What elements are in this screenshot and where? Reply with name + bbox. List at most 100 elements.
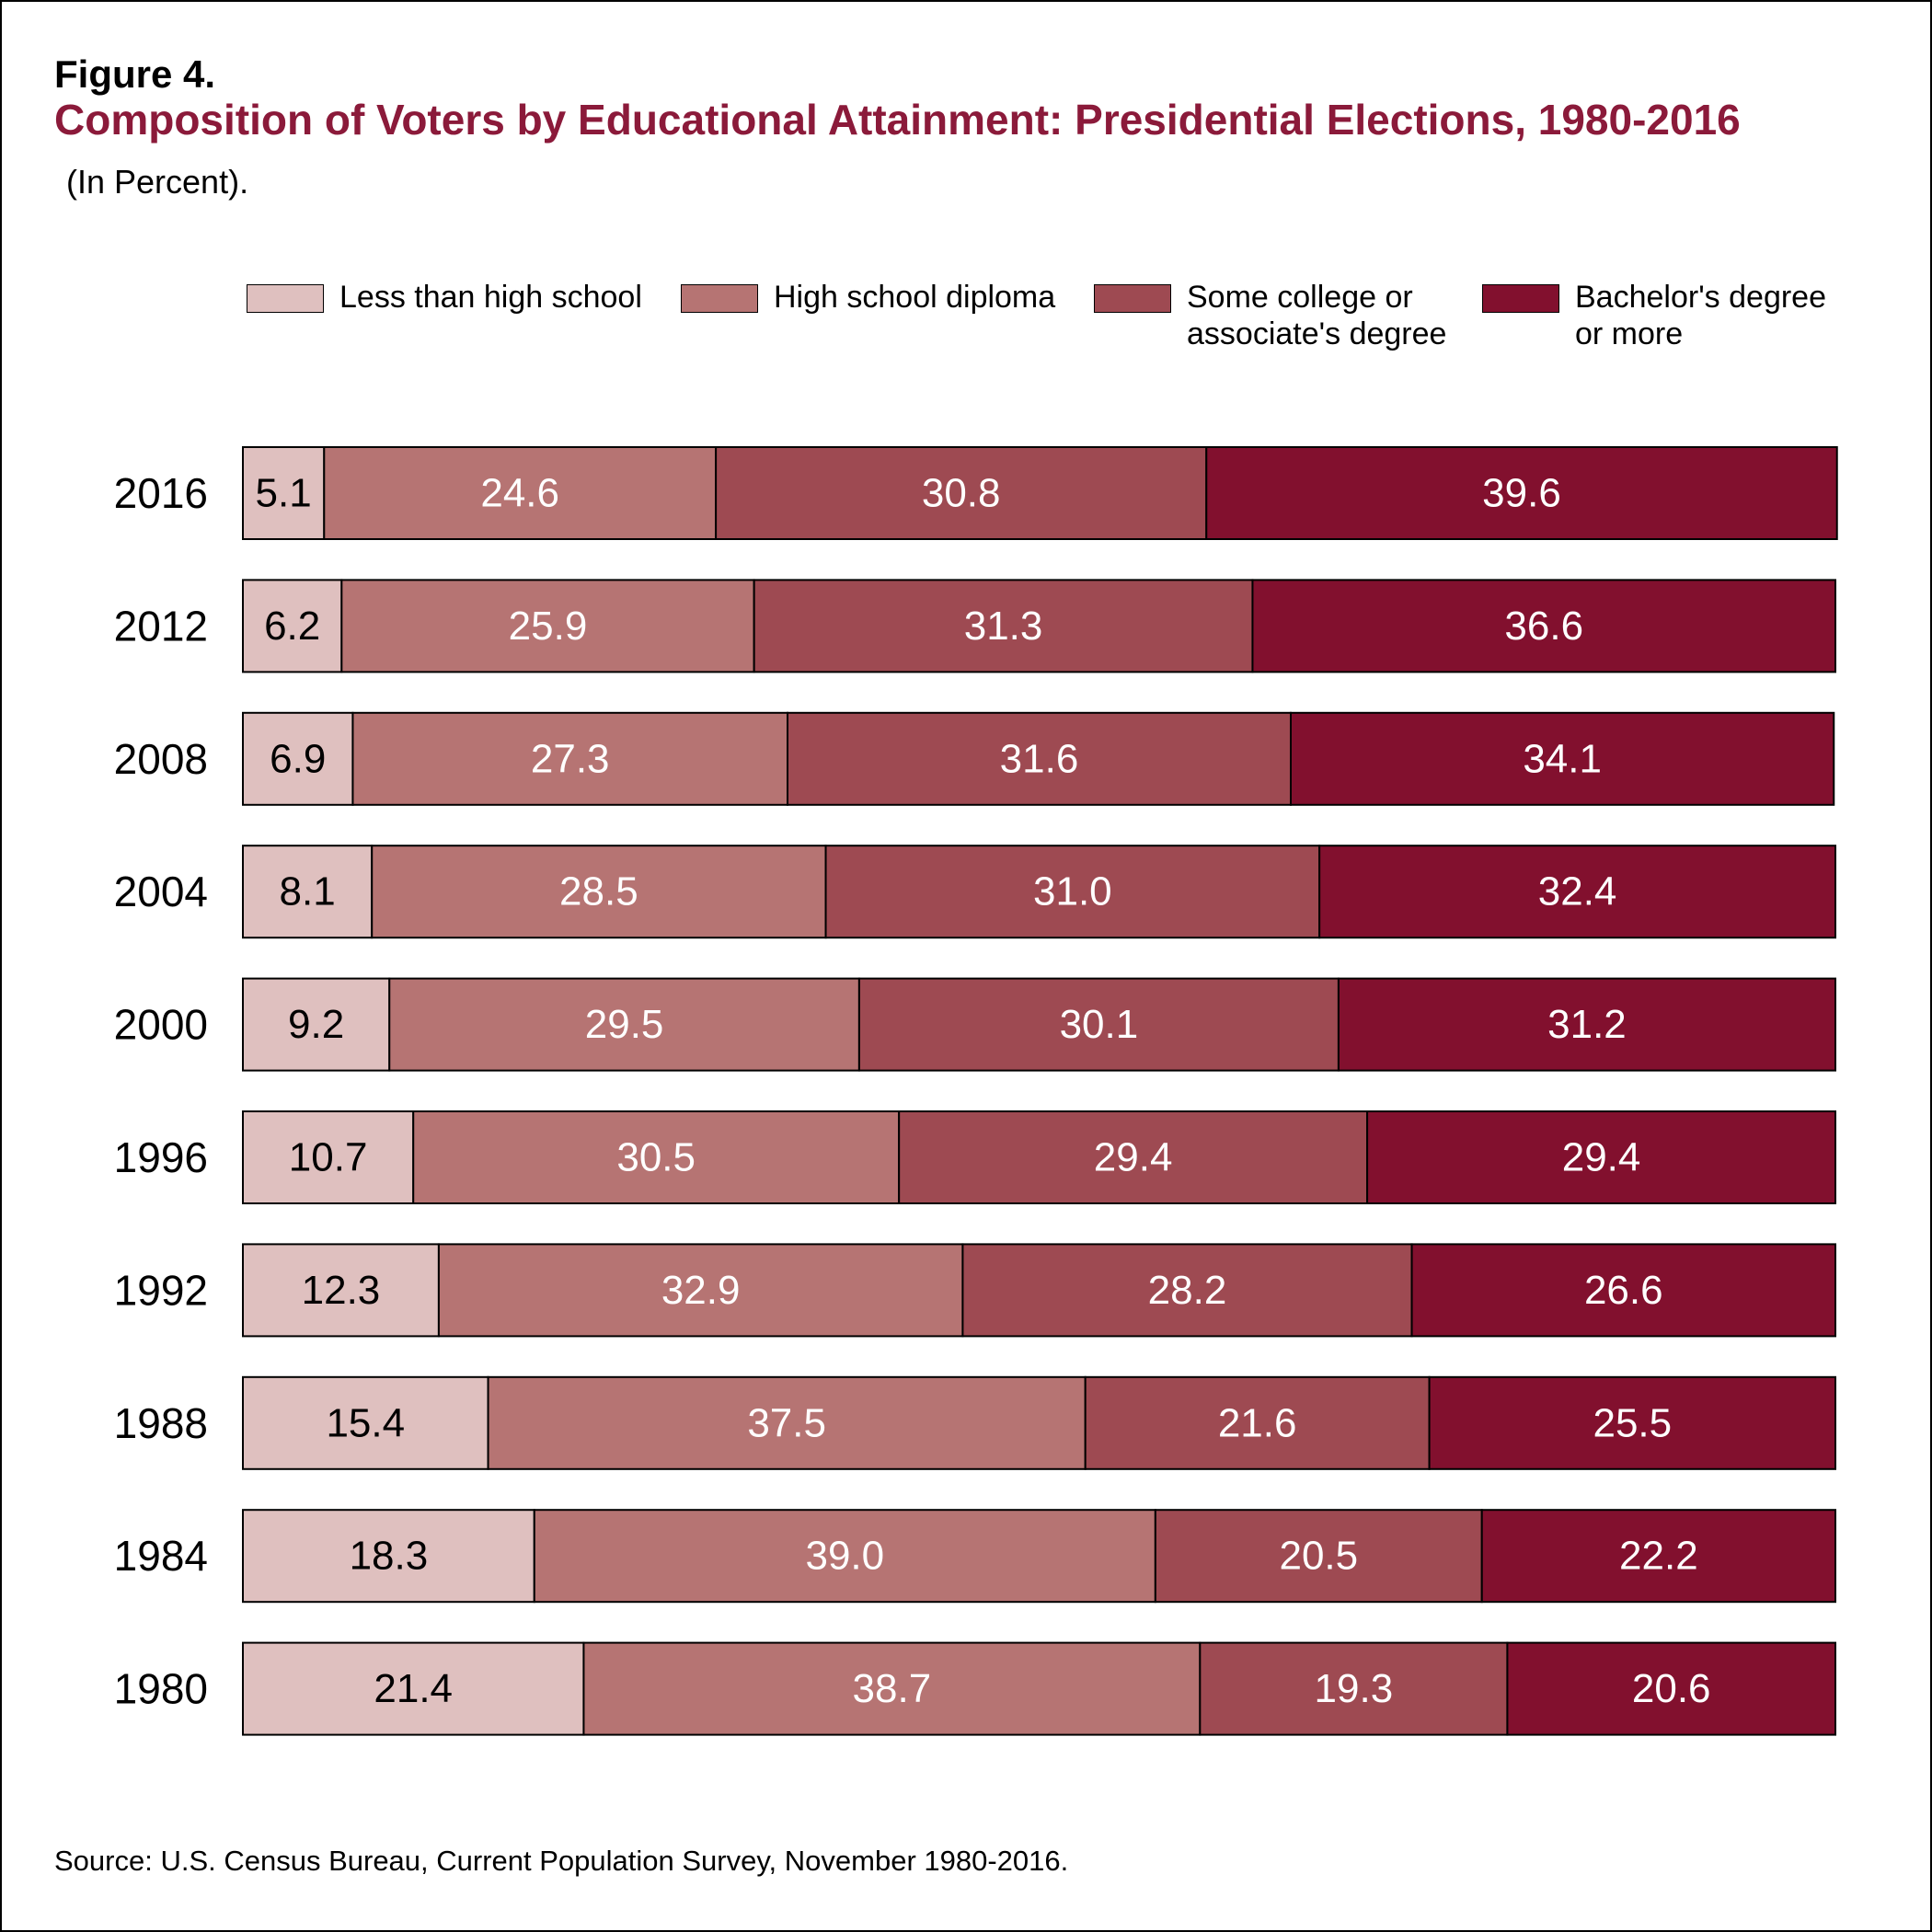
- bar-row-2016: 2016 5.1 24.6 30.8 39.6: [114, 446, 1838, 540]
- data-label: 22.2: [1619, 1534, 1698, 1579]
- category-label: 1984: [114, 1532, 208, 1580]
- category-label: 2000: [114, 1001, 208, 1049]
- category-label: 1988: [114, 1399, 208, 1447]
- bar-segment: [1251, 579, 1836, 673]
- bar-segment: [787, 711, 1292, 806]
- bar-row-1980: 1980 21.4 38.7 19.3 20.6: [114, 1641, 1836, 1736]
- chart-title: Composition of Voters by Educational Att…: [54, 96, 1741, 144]
- category-label: 2004: [114, 868, 208, 915]
- bar-segment: [323, 446, 718, 540]
- data-label: 24.6: [480, 471, 559, 516]
- legend-swatch-bachelors: [1482, 284, 1559, 313]
- legend-swatch-some-college: [1094, 284, 1171, 313]
- bar-segment: [242, 1243, 440, 1338]
- data-label: 6.2: [264, 604, 320, 649]
- legend-label-bachelors: Bachelor's degree or more: [1575, 280, 1826, 351]
- bar-segment: [753, 579, 1254, 673]
- bar-segment: [242, 845, 374, 939]
- data-label: 32.9: [661, 1268, 741, 1313]
- data-label: 39.6: [1482, 471, 1561, 516]
- bar-segment: [242, 579, 343, 673]
- bar-segment: [1366, 1110, 1837, 1204]
- data-label: 30.1: [1060, 1002, 1139, 1047]
- data-label: 28.5: [559, 869, 638, 914]
- category-label: 2012: [114, 602, 208, 650]
- bar-row-1984: 1984 18.3 39.0 20.5 22.2: [114, 1509, 1837, 1604]
- legend-swatch-high-school-diploma: [681, 284, 758, 313]
- data-label: 29.4: [1562, 1135, 1641, 1180]
- bar-segment: [533, 1509, 1156, 1604]
- bar-segment: [1205, 446, 1838, 540]
- data-label: 36.6: [1504, 604, 1583, 649]
- data-label: 21.4: [374, 1666, 453, 1711]
- chart-legend: Less than high school High school diplom…: [2, 280, 1930, 367]
- bar-row-2008: 2008 6.9 27.3 31.6 34.1: [114, 711, 1835, 806]
- bar-segment: [437, 1243, 964, 1338]
- legend-label-high-school-diploma: High school diploma: [774, 280, 1056, 315]
- figure-label: Figure 4.: [54, 52, 216, 96]
- bar-row-2004: 2004 8.1 28.5 31.0 32.4: [114, 845, 1836, 939]
- chart-subtitle: (In Percent).: [66, 163, 249, 201]
- bar-segment: [351, 711, 789, 806]
- data-label: 37.5: [747, 1400, 826, 1445]
- bar-segment: [1480, 1509, 1837, 1604]
- data-label: 9.2: [288, 1002, 344, 1047]
- bar-row-2000: 2000 9.2 29.5 30.1 31.2: [114, 977, 1836, 1072]
- bar-segment: [242, 1509, 535, 1604]
- bar-segment: [1337, 977, 1836, 1072]
- data-label: 30.8: [922, 471, 1001, 516]
- bar-segment: [242, 1375, 489, 1470]
- data-label: 28.2: [1148, 1268, 1227, 1313]
- bar-segment: [340, 579, 755, 673]
- category-label: 2008: [114, 735, 208, 783]
- bar-segment: [388, 977, 860, 1072]
- data-label: 20.5: [1279, 1534, 1358, 1579]
- category-label: 1980: [114, 1665, 208, 1713]
- bar-segment: [487, 1375, 1087, 1470]
- data-label: 12.3: [302, 1268, 381, 1313]
- data-label: 32.4: [1538, 869, 1617, 914]
- bar-segment: [1289, 711, 1835, 806]
- bar-segment: [1318, 845, 1836, 939]
- data-label: 26.6: [1584, 1268, 1663, 1313]
- bar-segment: [715, 446, 1208, 540]
- data-label: 39.0: [805, 1534, 884, 1579]
- legend-label-some-college: Some college or associate's degree: [1187, 280, 1447, 351]
- data-label: 19.3: [1315, 1666, 1394, 1711]
- data-label: 20.6: [1632, 1666, 1711, 1711]
- data-label: 30.5: [616, 1135, 696, 1180]
- bar-segment: [582, 1641, 1202, 1736]
- bar-segment: [1084, 1375, 1431, 1470]
- bar-row-1988: 1988 15.4 37.5 21.6 25.5: [114, 1375, 1836, 1470]
- category-label: 1992: [114, 1266, 208, 1314]
- data-label: 21.6: [1218, 1400, 1297, 1445]
- category-label: 1996: [114, 1133, 208, 1181]
- data-label: 25.9: [509, 604, 588, 649]
- data-label: 27.3: [531, 736, 610, 781]
- data-label: 34.1: [1523, 736, 1602, 781]
- legend-label-less-than-high-school: Less than high school: [339, 280, 642, 315]
- bar-row-1996: 1996 10.7 30.5 29.4 29.4: [114, 1110, 1837, 1204]
- bar-segment: [1428, 1375, 1836, 1470]
- bar-segment: [412, 1110, 901, 1204]
- bar-segment: [898, 1110, 1369, 1204]
- data-label: 31.3: [964, 604, 1043, 649]
- data-label: 38.7: [853, 1666, 932, 1711]
- data-label: 31.0: [1033, 869, 1112, 914]
- bar-segment: [242, 1641, 585, 1736]
- data-label: 29.5: [585, 1002, 664, 1047]
- category-label: 2016: [114, 469, 208, 517]
- source-note: Source: U.S. Census Bureau, Current Popu…: [54, 1845, 1069, 1877]
- legend-swatch-less-than-high-school: [247, 284, 324, 313]
- bar-row-2012: 2012 6.2 25.9 31.3 36.6: [114, 579, 1836, 673]
- bar-segment: [242, 711, 354, 806]
- data-label: 29.4: [1094, 1135, 1173, 1180]
- data-label: 6.9: [270, 736, 326, 781]
- bar-segment: [1410, 1243, 1836, 1338]
- bar-segment: [1154, 1509, 1483, 1604]
- bar-segment: [1506, 1641, 1836, 1736]
- data-label: 25.5: [1593, 1400, 1672, 1445]
- data-label: 8.1: [280, 869, 336, 914]
